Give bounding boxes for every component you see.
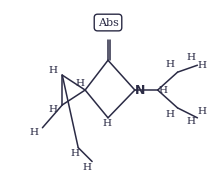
Text: H: H <box>83 163 92 172</box>
Text: H: H <box>71 149 80 158</box>
Text: H: H <box>49 66 58 75</box>
Text: H: H <box>198 107 207 116</box>
Text: H: H <box>187 53 196 62</box>
Text: H: H <box>198 61 207 70</box>
Text: H: H <box>102 119 112 128</box>
Text: H: H <box>49 105 58 114</box>
Text: H: H <box>165 60 174 69</box>
Text: H: H <box>76 79 85 88</box>
Text: H: H <box>158 86 167 95</box>
Text: H: H <box>187 117 196 126</box>
Text: N: N <box>135 84 145 97</box>
Text: H: H <box>165 110 174 119</box>
Text: H: H <box>29 128 38 137</box>
Text: Abs: Abs <box>98 17 118 28</box>
